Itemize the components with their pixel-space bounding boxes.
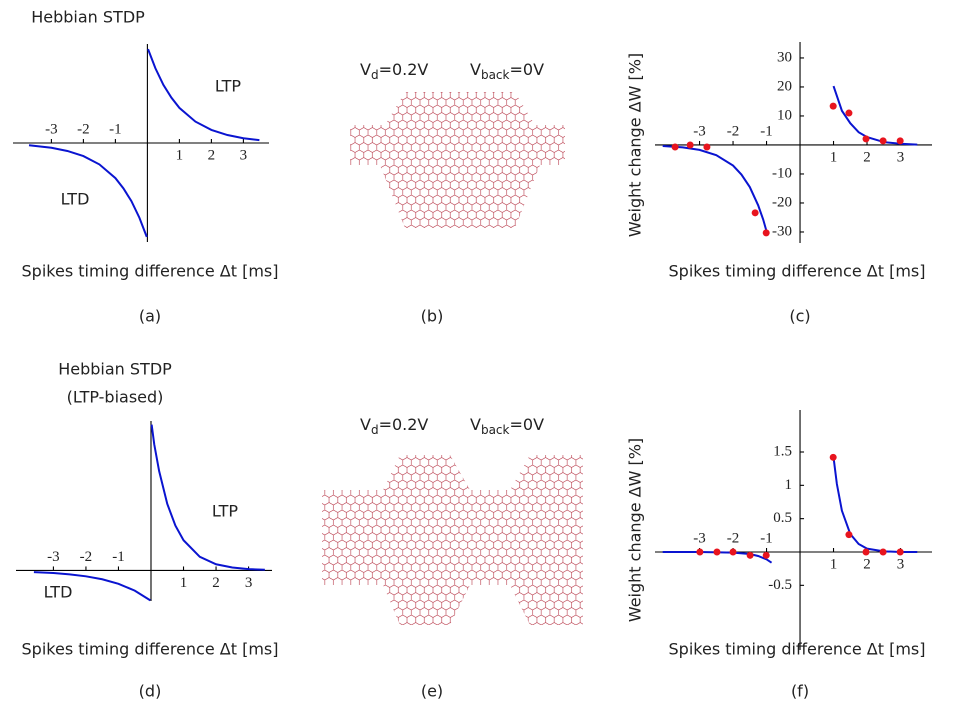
caption: (a) xyxy=(139,307,161,326)
curve xyxy=(832,457,918,553)
x-tick-label: -1 xyxy=(112,549,125,565)
y-tick-label: -30 xyxy=(772,223,792,239)
x-tick-label: -1 xyxy=(109,121,122,137)
y-tick-label: -0.5 xyxy=(768,577,792,593)
chart-subtitle: (LTP-biased) xyxy=(67,388,164,407)
data-point xyxy=(845,531,853,539)
data-point xyxy=(762,551,770,559)
voltage-label: Vd=0.2V xyxy=(360,415,428,437)
data-point xyxy=(862,135,870,143)
x-axis-label: Spikes timing difference Δt [ms] xyxy=(22,640,279,659)
x-tick-label: 1 xyxy=(830,149,838,165)
data-point xyxy=(713,548,721,556)
data-point xyxy=(862,548,870,556)
x-tick-label: 3 xyxy=(897,149,905,165)
x-tick-label: 2 xyxy=(863,149,871,165)
x-tick-label: 2 xyxy=(212,575,220,591)
voltage-label: Vd=0.2V xyxy=(360,60,428,82)
chart-title: Hebbian STDP xyxy=(31,8,145,27)
x-axis-label: Spikes timing difference Δt [ms] xyxy=(22,262,279,281)
x-tick-label: -1 xyxy=(760,123,773,139)
x-tick-label: 1 xyxy=(176,147,184,163)
graphene-lattice xyxy=(350,92,565,228)
data-point xyxy=(829,453,837,461)
x-tick-label: -3 xyxy=(45,121,58,137)
curve xyxy=(832,85,918,146)
data-point xyxy=(896,548,904,556)
x-tick-label: -2 xyxy=(77,121,90,137)
curve xyxy=(33,571,151,602)
y-tick-label: 0.5 xyxy=(773,510,792,526)
data-point xyxy=(879,548,887,556)
x-tick-label: 1 xyxy=(180,575,188,591)
curve xyxy=(147,48,260,142)
data-point xyxy=(879,137,887,145)
x-tick-label: 1 xyxy=(830,556,838,572)
x-tick-label: -1 xyxy=(760,530,773,546)
x-tick-label: 2 xyxy=(208,147,216,163)
caption: (c) xyxy=(789,307,810,326)
data-point xyxy=(829,102,837,110)
curve xyxy=(28,144,148,238)
x-tick-label: -2 xyxy=(727,530,740,546)
x-tick-label: 3 xyxy=(897,556,905,572)
y-axis-label: Weight change ΔW [%] xyxy=(626,438,645,622)
annotation: LTP xyxy=(215,77,241,96)
data-point xyxy=(762,229,770,237)
curve xyxy=(662,144,769,236)
y-tick-label: 1.5 xyxy=(773,443,792,459)
x-tick-label: -3 xyxy=(693,530,706,546)
x-axis-label: Spikes timing difference Δt [ms] xyxy=(669,262,926,281)
data-point xyxy=(896,137,904,145)
data-point xyxy=(671,143,679,151)
y-tick-label: 1 xyxy=(785,477,793,493)
x-tick-label: 3 xyxy=(240,147,248,163)
x-tick-label: 3 xyxy=(245,575,253,591)
data-point xyxy=(696,548,704,556)
data-point xyxy=(746,551,754,559)
caption: (b) xyxy=(421,307,444,326)
x-tick-label: -2 xyxy=(80,549,93,565)
y-tick-label: 10 xyxy=(777,107,792,123)
x-tick-label: -2 xyxy=(727,123,740,139)
data-point xyxy=(845,109,853,117)
annotation: LTP xyxy=(212,502,238,521)
y-tick-label: -20 xyxy=(772,194,792,210)
graphene-lattice xyxy=(322,455,583,625)
caption: (d) xyxy=(139,682,162,701)
voltage-label: Vback=0V xyxy=(470,60,544,82)
y-tick-label: 20 xyxy=(777,78,792,94)
x-axis-label: Spikes timing difference Δt [ms] xyxy=(669,640,926,659)
voltage-label: Vback=0V xyxy=(470,415,544,437)
annotation: LTD xyxy=(44,583,73,602)
data-point xyxy=(751,209,759,217)
y-axis-label: Weight change ΔW [%] xyxy=(626,53,645,237)
y-tick-label: -10 xyxy=(772,165,792,181)
y-tick-label: 30 xyxy=(777,49,792,65)
curve xyxy=(150,424,265,571)
caption: (f) xyxy=(791,682,809,701)
data-point xyxy=(703,143,711,151)
x-tick-label: -3 xyxy=(693,123,706,139)
annotation: LTD xyxy=(61,190,90,209)
x-tick-label: 2 xyxy=(863,556,871,572)
data-point xyxy=(686,141,694,149)
x-tick-label: -3 xyxy=(47,549,60,565)
caption: (e) xyxy=(421,682,443,701)
data-point xyxy=(729,548,737,556)
chart-title: Hebbian STDP xyxy=(58,360,172,379)
